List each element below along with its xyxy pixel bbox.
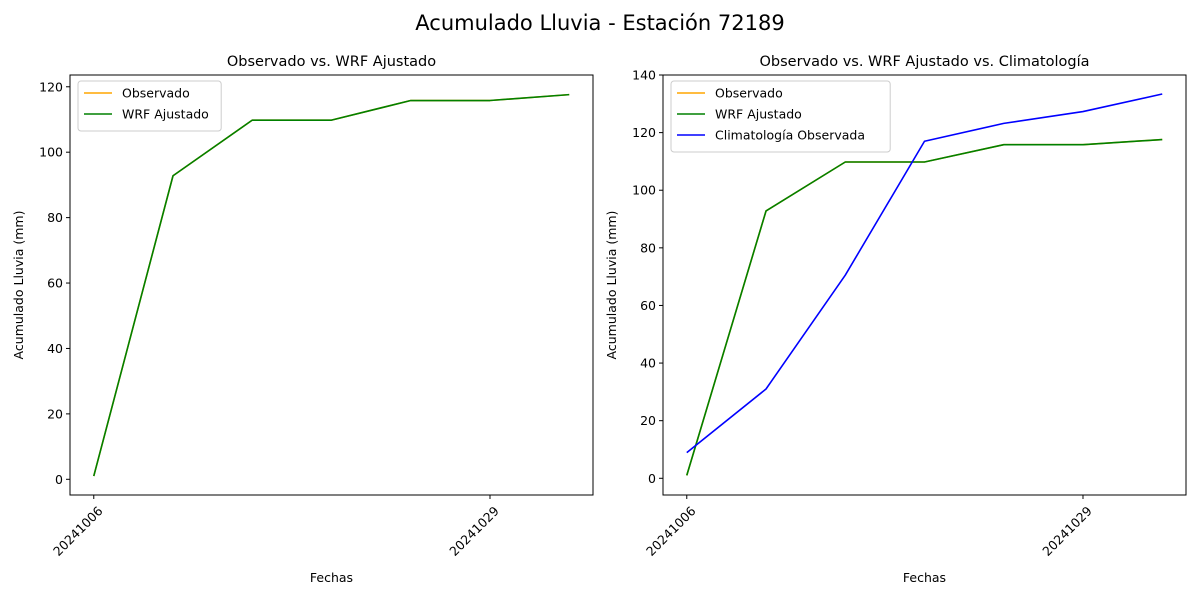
legend: Observado WRF Ajustado (77, 80, 222, 132)
y-tick-label: 80 (47, 210, 63, 225)
y-tick-label: 40 (47, 341, 63, 356)
y-tick-label: 100 (632, 183, 656, 198)
y-axis-label: Acumulado Lluvia (mm) (11, 211, 26, 360)
figure-suptitle: Acumulado Lluvia - Estación 72189 (415, 11, 784, 35)
y-tick-label: 60 (47, 276, 63, 291)
plot-frame (69, 74, 594, 496)
y-tick-label: 40 (640, 356, 656, 371)
legend-label: WRF Ajustado (122, 107, 209, 122)
y-tick-label: 60 (640, 298, 656, 313)
y-tick-label: 20 (640, 413, 656, 428)
series-lines (92, 93, 570, 477)
plot-frame (662, 74, 1187, 496)
series-line-climatología-observada (686, 93, 1163, 454)
x-tick-label: 20241006 (50, 503, 106, 559)
series-line-observado (686, 138, 1163, 476)
y-tick-label: 120 (39, 79, 63, 94)
x-tick-label: 20241029 (446, 503, 502, 559)
y-axis-label: Acumulado Lluvia (mm) (604, 211, 619, 360)
series-lines (686, 93, 1163, 476)
legend-label: Observado (715, 86, 783, 101)
right-chart-panel: Observado vs. WRF Ajustado vs. Climatolo… (604, 54, 1187, 585)
y-tick-label: 0 (648, 471, 656, 486)
series-line-observado (92, 93, 570, 477)
y-tick-label: 20 (47, 406, 63, 421)
series-line-wrf-ajustado (686, 138, 1163, 476)
chart-title: Observado vs. WRF Ajustado vs. Climatolo… (760, 54, 1090, 70)
y-tick-label: 120 (632, 125, 656, 140)
x-axis-label: Fechas (310, 570, 353, 585)
x-axis-label: Fechas (903, 570, 946, 585)
y-tick-label: 80 (640, 240, 656, 255)
legend: Observado WRF Ajustado Climatología Observ… (670, 80, 891, 153)
y-tick-label: 100 (39, 145, 63, 160)
x-tick-label: 20241029 (1039, 503, 1095, 559)
legend-label: Climatología Observada (715, 128, 865, 143)
series-line-wrf-ajustado (92, 93, 570, 477)
left-chart-panel: Observado vs. WRF Ajustado 0 20 40 60 80 100 12… (11, 54, 594, 585)
chart-title: Observado vs. WRF Ajustado (227, 54, 436, 70)
legend-label: Observado (122, 86, 190, 101)
legend-label: WRF Ajustado (715, 107, 802, 122)
y-tick-label: 0 (55, 472, 63, 487)
y-tick-label: 140 (632, 68, 656, 83)
x-tick-label: 20241006 (643, 503, 699, 559)
